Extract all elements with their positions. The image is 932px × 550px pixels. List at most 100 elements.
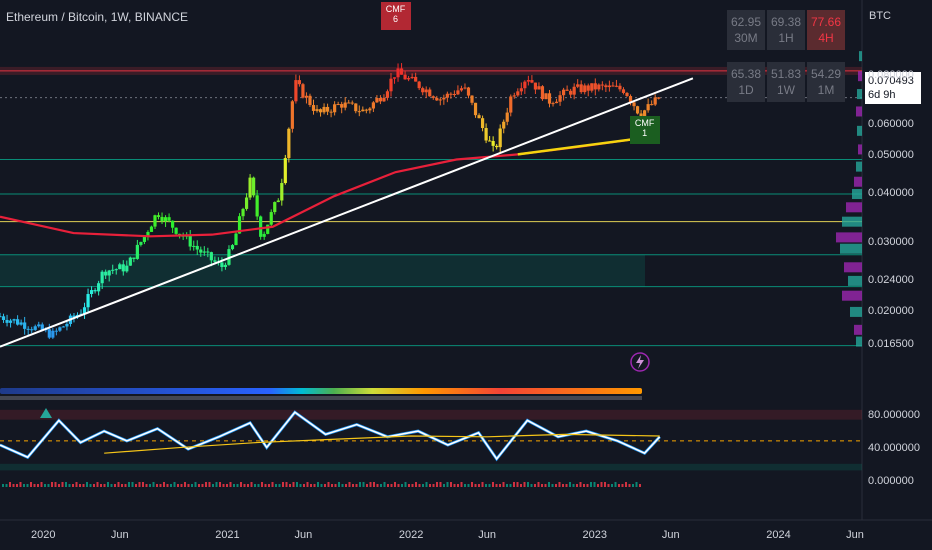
candle-body: [340, 104, 344, 108]
candle-body: [202, 251, 206, 253]
candle-body: [329, 111, 333, 113]
histogram-bar: [537, 482, 540, 487]
candle-body: [128, 257, 132, 266]
volume-profile-bar: [857, 125, 862, 136]
histogram-bar: [296, 482, 298, 487]
price-tick-label: 0.040000: [868, 187, 914, 200]
candle-body: [533, 82, 538, 90]
time-tick-label: 2021: [215, 529, 240, 541]
volume-profile-bar: [842, 290, 862, 301]
candle-body: [512, 95, 516, 97]
histogram-bar: [166, 484, 169, 487]
histogram-bar: [163, 482, 165, 487]
candle-body: [58, 327, 62, 331]
candle-body: [456, 90, 460, 95]
histogram-bar: [366, 484, 368, 487]
price-tick-label: 0.016500: [868, 337, 914, 350]
candle-body: [61, 326, 66, 328]
histogram-bar: [303, 484, 305, 487]
histogram-bar: [387, 484, 389, 487]
candle-body: [199, 249, 203, 253]
candle-body: [244, 197, 249, 209]
histogram-bar: [628, 484, 631, 487]
histogram-bar: [317, 482, 319, 487]
timeframe-value: 51.83: [770, 67, 802, 81]
histogram-bar: [513, 482, 515, 487]
candle-body: [354, 103, 358, 112]
histogram-bar: [82, 484, 85, 487]
histogram-bar: [446, 482, 449, 487]
histogram-bar: [226, 484, 228, 487]
candle-body: [125, 265, 129, 272]
histogram-bar: [383, 482, 386, 487]
candle-body: [519, 88, 523, 92]
histogram-bar: [555, 484, 557, 487]
candle-body: [593, 83, 597, 90]
histogram-bar: [390, 484, 393, 487]
histogram-bar: [313, 484, 316, 487]
osc-tick-label: 40.000000: [868, 442, 920, 455]
candle-body: [396, 68, 400, 78]
histogram-bar: [278, 484, 281, 487]
candle-body: [611, 85, 615, 87]
histogram-bar: [306, 482, 309, 487]
histogram-bar: [432, 484, 435, 487]
histogram-bar: [457, 484, 459, 487]
candle-body: [237, 216, 242, 234]
osc-overbought-zone: [0, 409, 862, 420]
candle-body: [290, 101, 294, 129]
histogram-bar: [404, 482, 407, 487]
volume-profile-bar: [858, 71, 862, 82]
candle-body: [294, 80, 298, 102]
histogram-bar: [194, 482, 197, 487]
histogram-bar: [5, 484, 8, 487]
histogram-bar: [506, 484, 508, 487]
candle-body: [442, 97, 446, 100]
candle-body: [37, 324, 41, 327]
histogram-bar: [114, 484, 116, 487]
histogram-bar: [583, 484, 585, 487]
price-tick-label: 0.024000: [868, 273, 914, 286]
histogram-bar: [397, 484, 400, 487]
histogram-bar: [520, 484, 522, 487]
histogram-bar: [285, 482, 288, 487]
histogram-bar: [597, 484, 599, 487]
histogram-bar: [425, 482, 428, 487]
candle-body: [618, 85, 622, 90]
histogram-bar: [173, 482, 176, 487]
timeframe-value: 54.29: [810, 67, 842, 81]
trend-state-underline: [0, 396, 642, 400]
candle-body: [86, 294, 90, 308]
histogram-bar: [68, 484, 71, 487]
histogram-bar: [44, 484, 46, 487]
histogram-bar: [558, 482, 561, 487]
candle-body: [223, 264, 228, 267]
candle-body: [132, 257, 136, 259]
histogram-bar: [345, 484, 347, 487]
candle-body: [502, 121, 506, 129]
volume-profile: [836, 51, 862, 347]
histogram-bar: [334, 484, 337, 487]
candle-body: [280, 183, 284, 201]
candle-body: [322, 106, 326, 113]
volume-profile-bar: [850, 306, 862, 317]
histogram-bar: [9, 482, 11, 487]
timeframe-cell-4H: 77.66 4H: [807, 10, 845, 50]
candle-body: [139, 241, 143, 245]
histogram-bar: [429, 484, 431, 487]
histogram-bar: [338, 482, 340, 487]
histogram-bar: [548, 482, 550, 487]
histogram-bar: [551, 484, 554, 487]
histogram-bar: [359, 482, 361, 487]
candle-body: [551, 103, 555, 105]
time-tick-label: 2024: [766, 529, 791, 541]
candle-body: [498, 128, 502, 148]
candle-body: [371, 102, 375, 109]
candle-body: [47, 329, 51, 338]
candle-body: [375, 97, 379, 103]
candle-body: [414, 76, 418, 82]
candle-body: [449, 93, 453, 95]
candle-body: [252, 177, 256, 196]
histogram-bar: [565, 484, 568, 487]
